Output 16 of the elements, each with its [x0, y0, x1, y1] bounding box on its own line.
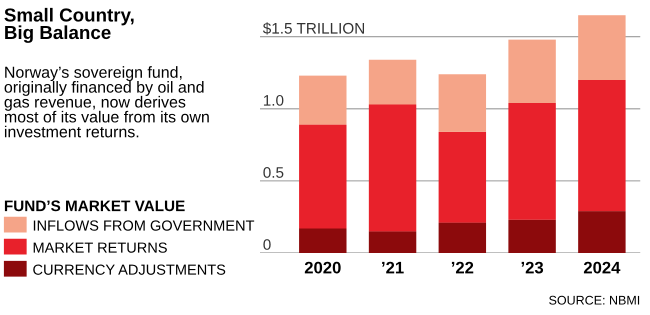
text: Small Country, Big Balance — [4, 8, 134, 43]
source-note: SOURCE: NBMI — [549, 296, 640, 305]
y-tick-label: 0.5 — [263, 167, 284, 178]
legend-label: MARKET RETURNS — [34, 242, 167, 253]
x-tick-label: 2020 — [304, 262, 341, 274]
text: Norway’s sovereign fund, originally financed by oil and gas revenue, now derives most of its value from its own investment returns. — [4, 66, 209, 138]
x-tick-label: ’22 — [452, 262, 474, 274]
x-tick-label: ’21 — [382, 262, 404, 274]
x-tick-label: 2024 — [584, 262, 620, 274]
legend-label: CURRENCY ADJUSTMENTS — [33, 264, 226, 275]
y-tick-label: 1.0 — [264, 94, 284, 106]
legend-title: FUND’S MARKET VALUE — [4, 200, 185, 212]
y-tick-label: $1.5 TRILLION — [262, 22, 364, 35]
y-tick-label: 0 — [263, 239, 271, 250]
legend-label: INFLOWS FROM GOVERNMENT — [34, 220, 254, 231]
x-tick-label: ’23 — [522, 262, 544, 274]
